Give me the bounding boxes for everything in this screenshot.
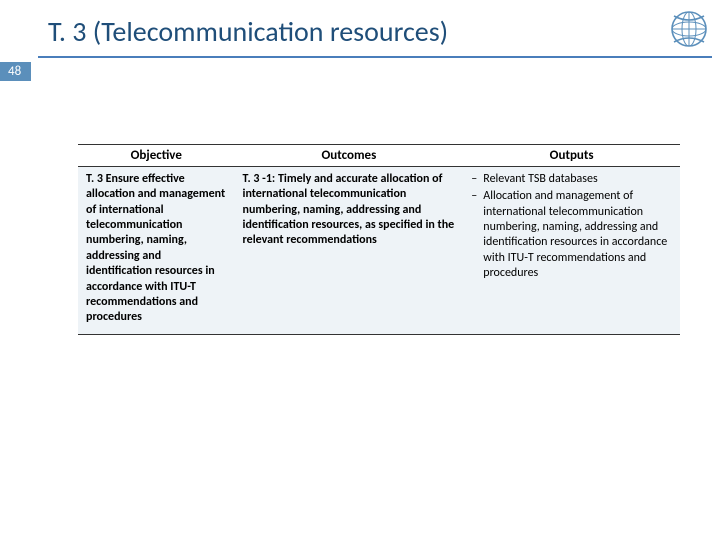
- cell-outputs: Relevant TSB databases Allocation and ma…: [463, 167, 680, 335]
- itu-logo: [668, 8, 710, 50]
- cell-objective: T. 3 Ensure effective allocation and man…: [78, 167, 235, 335]
- page-title: T. 3 (Telecommunication resources): [48, 14, 660, 49]
- cell-outcomes: T. 3 -1: Timely and accurate allocation …: [235, 167, 464, 335]
- list-item: Allocation and management of internation…: [471, 189, 672, 281]
- list-item: Relevant TSB databases: [471, 172, 672, 187]
- content-area: Objective Outcomes Outputs T. 3 Ensure e…: [78, 144, 680, 335]
- title-underline: [38, 56, 712, 58]
- outputs-list: Relevant TSB databases Allocation and ma…: [471, 172, 672, 282]
- col-outputs: Outputs: [463, 145, 680, 167]
- page-number-badge: 48: [0, 62, 31, 81]
- table-header-row: Objective Outcomes Outputs: [78, 145, 680, 167]
- resources-table: Objective Outcomes Outputs T. 3 Ensure e…: [78, 144, 680, 335]
- table-row: T. 3 Ensure effective allocation and man…: [78, 167, 680, 335]
- col-objective: Objective: [78, 145, 235, 167]
- col-outcomes: Outcomes: [235, 145, 464, 167]
